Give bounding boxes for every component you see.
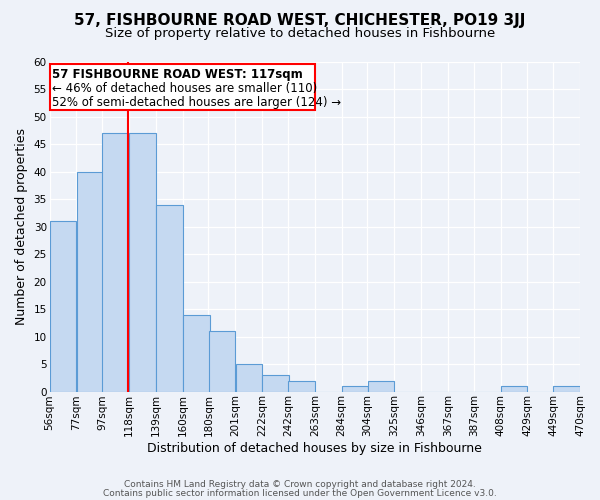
Text: 52% of semi-detached houses are larger (124) →: 52% of semi-detached houses are larger (…: [52, 96, 341, 109]
Bar: [209, 331, 235, 392]
Bar: [103, 133, 129, 392]
X-axis label: Distribution of detached houses by size in Fishbourne: Distribution of detached houses by size …: [148, 442, 482, 455]
Bar: [156, 204, 182, 392]
Text: ← 46% of detached houses are smaller (110): ← 46% of detached houses are smaller (11…: [52, 82, 317, 95]
Text: Size of property relative to detached houses in Fishbourne: Size of property relative to detached ho…: [105, 28, 495, 40]
Bar: [77, 172, 103, 392]
Text: 57 FISHBOURNE ROAD WEST: 117sqm: 57 FISHBOURNE ROAD WEST: 117sqm: [52, 68, 303, 80]
Y-axis label: Number of detached properties: Number of detached properties: [15, 128, 28, 325]
Bar: [183, 314, 209, 392]
FancyBboxPatch shape: [50, 64, 315, 110]
Bar: [368, 380, 394, 392]
Bar: [262, 375, 289, 392]
Text: Contains public sector information licensed under the Open Government Licence v3: Contains public sector information licen…: [103, 488, 497, 498]
Bar: [553, 386, 580, 392]
Bar: [342, 386, 368, 392]
Bar: [288, 380, 314, 392]
Bar: [50, 221, 76, 392]
Bar: [501, 386, 527, 392]
Text: Contains HM Land Registry data © Crown copyright and database right 2024.: Contains HM Land Registry data © Crown c…: [124, 480, 476, 489]
Text: 57, FISHBOURNE ROAD WEST, CHICHESTER, PO19 3JJ: 57, FISHBOURNE ROAD WEST, CHICHESTER, PO…: [74, 12, 526, 28]
Bar: [236, 364, 262, 392]
Bar: [129, 133, 156, 392]
